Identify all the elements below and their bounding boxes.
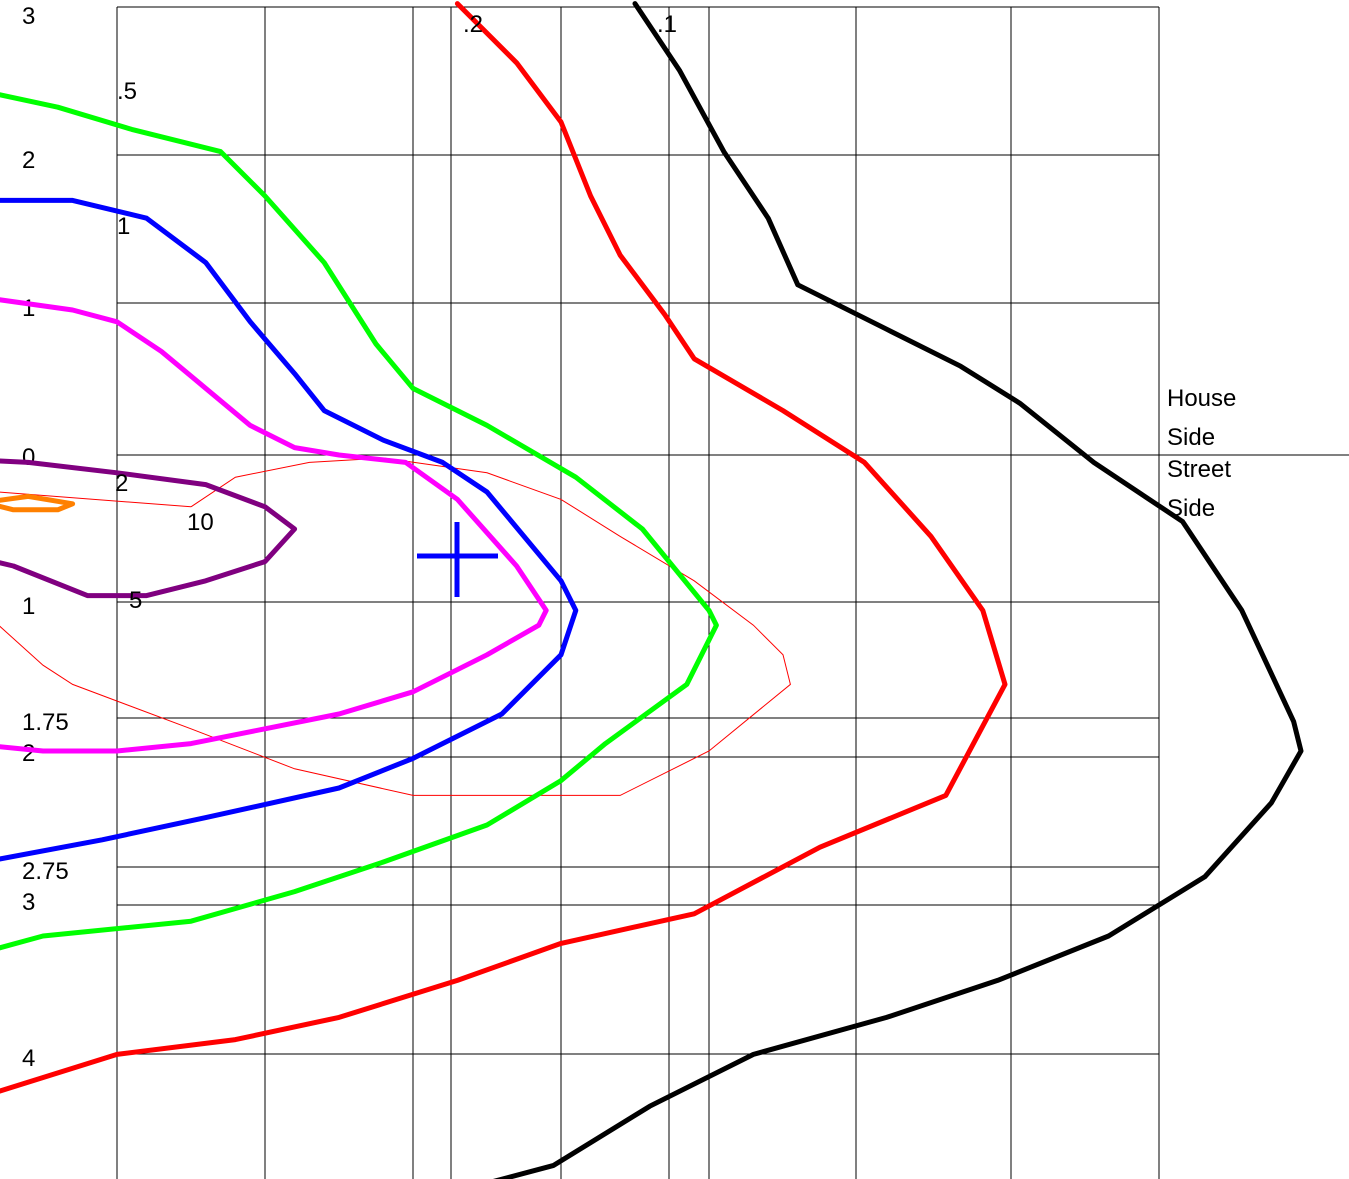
source-marker — [417, 522, 498, 597]
contour-label-5: .5 — [117, 78, 137, 105]
series-line-1 — [492, 1, 1304, 1179]
series-line-2 — [0, 1, 1008, 1094]
contour-series — [0, 1, 1304, 1179]
house-side-line2: Side — [1167, 424, 1215, 451]
street-side-line1: Street — [1167, 456, 1231, 483]
series-line-1 — [0, 197, 579, 862]
y-tick-label-3: 0 — [22, 444, 35, 471]
y-tick-label-0: 3 — [22, 3, 35, 30]
grid — [116, 6, 1349, 1179]
y-tick-label-4: 1 — [22, 593, 35, 620]
y-tick-label-5: 1.75 — [22, 709, 69, 736]
boundary-labels: House Side Street Side — [1167, 385, 1236, 522]
series-line-2 — [0, 297, 549, 754]
y-tick-label-7: 2.75 — [22, 858, 69, 885]
series-line-footprint — [0, 457, 791, 796]
footprint-outline — [0, 457, 791, 796]
series-line-5 — [0, 92, 719, 951]
y-tick-label-1: 2 — [22, 147, 35, 174]
contour-label-2: .2 — [463, 11, 483, 38]
series-line-5 — [0, 458, 298, 599]
contour-label-1: .1 — [657, 11, 677, 38]
contour-label-10: 10 — [187, 509, 214, 536]
y-tick-label-6: 2 — [22, 740, 35, 767]
contour-label-1: 1 — [117, 213, 130, 240]
y-tick-label-9: 4 — [22, 1045, 35, 1072]
series-line-10 — [0, 493, 76, 513]
contour-label-5: 5 — [129, 587, 142, 614]
street-side-line2: Side — [1167, 495, 1215, 522]
contour-labels: .1 .2 .5 1 2 5 10 — [115, 11, 677, 614]
y-tick-label-2: 1 — [22, 295, 35, 322]
y-tick-labels: 3 2 1 0 1 1.75 2 2.75 3 4 — [22, 3, 69, 1072]
house-side-line1: House — [1167, 385, 1236, 412]
contour-label-2: 2 — [115, 470, 128, 497]
y-tick-label-8: 3 — [22, 889, 35, 916]
